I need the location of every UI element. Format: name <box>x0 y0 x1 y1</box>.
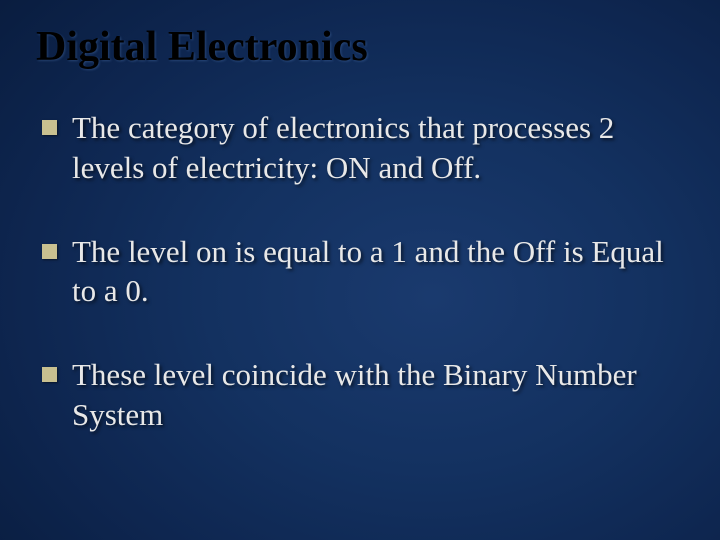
bullet-text: These level coincide with the Binary Num… <box>72 357 637 432</box>
list-item: The category of electronics that process… <box>42 108 684 187</box>
list-item: These level coincide with the Binary Num… <box>42 355 684 434</box>
bullet-text: The category of electronics that process… <box>72 110 614 185</box>
square-bullet-icon <box>42 367 57 382</box>
list-item: The level on is equal to a 1 and the Off… <box>42 232 684 311</box>
slide-title: Digital Electronics <box>36 24 684 70</box>
slide: Digital Electronics The category of elec… <box>0 0 720 540</box>
square-bullet-icon <box>42 120 57 135</box>
square-bullet-icon <box>42 244 57 259</box>
bullet-text: The level on is equal to a 1 and the Off… <box>72 234 664 309</box>
bullet-list: The category of electronics that process… <box>36 108 684 434</box>
